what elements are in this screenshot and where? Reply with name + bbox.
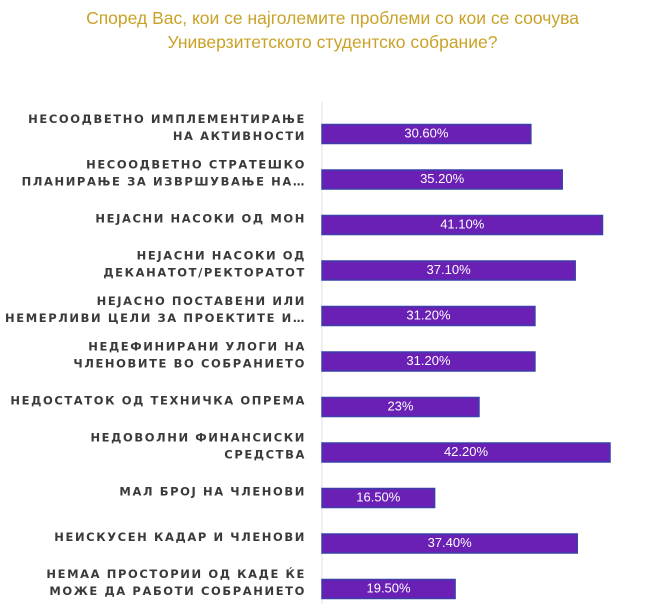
category-label-1-line-1: НЕСООДВЕТНО ИМПЛЕМЕНТИРАЊЕ	[28, 112, 306, 126]
bar-value-label-6: 31.20%	[406, 353, 451, 368]
bar-8	[321, 442, 611, 463]
bar-value-label-1: 30.60%	[404, 125, 449, 140]
bar-value-label-9: 16.50%	[356, 489, 401, 504]
category-label-11-line-2: МОЖЕ ДА РАБОТИ СОБРАНИЕТО	[49, 584, 306, 598]
bar-7	[321, 396, 480, 418]
bar-3	[321, 214, 604, 236]
category-label-8-line-2: СРЕДСТВА	[224, 448, 306, 462]
bar-10	[321, 533, 578, 554]
category-label-2-line-1: НЕСООДВЕТНО СТРАТЕШКО	[86, 158, 306, 172]
bar-1	[321, 123, 532, 145]
chart-title: Според Вас, кои се најголемите проблеми …	[0, 6, 665, 54]
category-label-4-line-1: НЕЈАСНИ НАСОКИ ОД	[137, 249, 306, 263]
bar-value-label-8: 42.20%	[444, 444, 489, 459]
bar-4	[321, 260, 576, 281]
bar-value-label-5: 31.20%	[406, 307, 451, 322]
bar-11	[321, 578, 456, 600]
bar-value-label-4: 37.10%	[427, 262, 472, 277]
category-label-4-line-2: ДЕКАНАТОТ/РЕКТОРАТОТ	[103, 266, 306, 280]
bar-value-label-3: 41.10%	[440, 216, 485, 231]
category-label-1-line-2: НА АКТИВНОСТИ	[173, 129, 306, 143]
bars-group: 30.60% НЕСООДВЕТНО ИМПЛЕМЕНТИРАЊЕ НА АКТИВ…	[5, 112, 611, 600]
bar-value-label-7: 23%	[387, 398, 413, 413]
chart-title-line-1: Според Вас, кои се најголемите проблеми …	[86, 8, 579, 28]
category-label-8-line-1: НЕДОВОЛНИ ФИНАНСИСКИ	[90, 431, 306, 445]
category-label-10-line-1: НЕИСКУСЕН КАДАР И ЧЛЕНОВИ	[54, 530, 306, 544]
chart-title-line-2: Универзитетското студентско собрание?	[167, 32, 498, 52]
bar-6	[321, 351, 536, 372]
category-label-11-line-1: НЕМАА ПРОСТОРИИ ОД КАДЕ ЌЕ	[46, 566, 306, 581]
bar-value-label-10: 37.40%	[428, 535, 473, 550]
bar-2	[321, 169, 563, 190]
category-label-3-line-1: НЕЈАСНИ НАСОКИ ОД МОН	[95, 212, 306, 226]
bar-5	[321, 305, 536, 327]
category-label-9-line-1: МАЛ БРОЈ НА ЧЛЕНОВИ	[119, 485, 306, 499]
category-label-6-line-1: НЕДЕФИНИРАНИ УЛОГИ НА	[88, 340, 306, 354]
bar-value-label-11: 19.50%	[366, 580, 411, 595]
category-label-7-line-1: НЕДОСТАТОК ОД ТЕХНИЧКА ОПРЕМА	[10, 394, 306, 408]
bar-value-label-2: 35.20%	[420, 171, 465, 186]
bar-9	[321, 487, 436, 509]
category-label-5-line-1: НЕЈАСНО ПОСТАВЕНИ ИЛИ	[97, 294, 306, 308]
category-label-5-line-2: НЕМЕРЛИВИ ЦЕЛИ ЗА ПРОЕКТИТЕ И…	[5, 311, 306, 325]
category-label-2-line-2: ПЛАНИРАЊЕ ЗА ИЗВРШУВАЊЕ НА…	[22, 175, 306, 189]
category-label-6-line-2: ЧЛЕНОВИТЕ ВО СОБРАНИЕТО	[73, 357, 306, 371]
